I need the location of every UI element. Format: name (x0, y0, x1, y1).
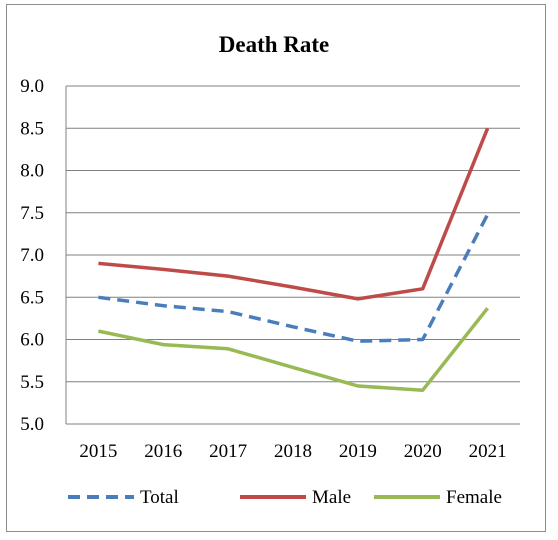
chart-title: Death Rate (219, 32, 330, 57)
x-axis-ticks: 2015 2016 2017 2018 2019 2020 2021 (79, 441, 506, 462)
y-tick-label: 5.5 (20, 372, 44, 393)
y-tick-label: 7.0 (20, 245, 44, 266)
chart-frame (6, 4, 546, 532)
series-line-female (98, 307, 489, 392)
y-axis-ticks: 5.0 5.5 6.0 6.5 7.0 7.5 8.0 8.5 9.0 (20, 76, 44, 435)
y-tick-label: 6.5 (20, 287, 44, 308)
x-tick-label: 2021 (469, 441, 507, 462)
y-tick-label: 8.5 (20, 118, 44, 139)
series-lines (98, 127, 490, 392)
legend-label-male: Male (312, 487, 351, 508)
legend: Total Male Female (68, 487, 502, 508)
series-line-male (98, 127, 490, 301)
legend-label-female: Female (446, 487, 502, 508)
y-tick-label: 8.0 (20, 161, 44, 182)
y-tick-label: 6.0 (20, 330, 44, 351)
x-tick-label: 2020 (404, 441, 442, 462)
x-tick-label: 2016 (144, 441, 182, 462)
legend-label-total: Total (140, 487, 179, 508)
series-line-total (98, 213, 490, 343)
gridlines (65, 85, 520, 425)
x-tick-label: 2019 (339, 441, 377, 462)
y-tick-label: 5.0 (20, 414, 44, 435)
x-tick-label: 2017 (209, 441, 247, 462)
y-tick-label: 9.0 (20, 76, 44, 97)
x-tick-label: 2015 (79, 441, 117, 462)
x-tick-label: 2018 (274, 441, 312, 462)
y-tick-label: 7.5 (20, 203, 44, 224)
